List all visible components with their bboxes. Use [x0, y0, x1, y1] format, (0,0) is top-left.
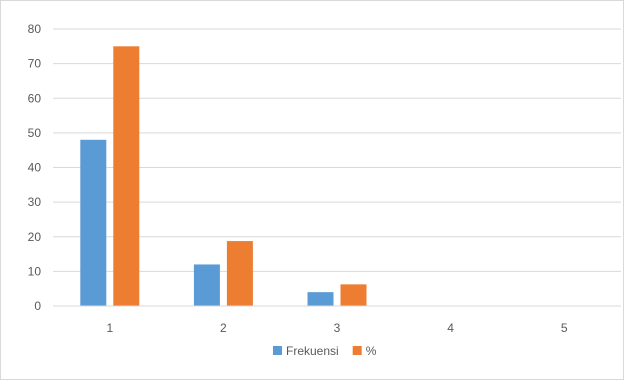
- bars: [80, 46, 367, 306]
- x-tick-label: 2: [220, 321, 227, 335]
- legend-item-frekuensi: Frekuensi: [273, 344, 339, 358]
- y-tick-label: 10: [28, 264, 42, 278]
- x-axis-tick-labels: 1 2 3 4 5: [106, 321, 567, 335]
- legend-swatch: [273, 346, 282, 355]
- x-tick-label: 5: [561, 321, 568, 335]
- y-tick-label: 20: [28, 230, 42, 244]
- y-tick-label: 50: [28, 126, 42, 140]
- y-tick-label: 80: [28, 22, 42, 36]
- x-tick-label: 3: [334, 321, 341, 335]
- bar-frekuensi-2: [193, 264, 220, 306]
- x-tick-label: 4: [447, 321, 454, 335]
- legend-label: Frekuensi: [286, 344, 339, 358]
- legend-item-percent: %: [352, 344, 377, 358]
- y-tick-label: 0: [34, 299, 41, 313]
- y-tick-label: 70: [28, 57, 42, 71]
- y-tick-label: 40: [28, 161, 42, 175]
- bar-frekuensi-1: [80, 139, 107, 306]
- bar-percent-3: [340, 284, 367, 306]
- bar-percent-2: [226, 241, 253, 306]
- legend-label: %: [366, 344, 377, 358]
- legend-swatch: [352, 346, 362, 355]
- bar-percent-1: [113, 46, 140, 306]
- bar-frekuensi-3: [307, 292, 334, 306]
- y-axis-tick-labels: 0 10 20 30 40 50 60 70 80: [28, 22, 42, 313]
- gridlines: [53, 28, 621, 272]
- legend: Frekuensi%: [273, 344, 377, 358]
- y-tick-label: 60: [28, 91, 42, 105]
- x-tick-label: 1: [106, 321, 113, 335]
- y-tick-label: 30: [28, 195, 42, 209]
